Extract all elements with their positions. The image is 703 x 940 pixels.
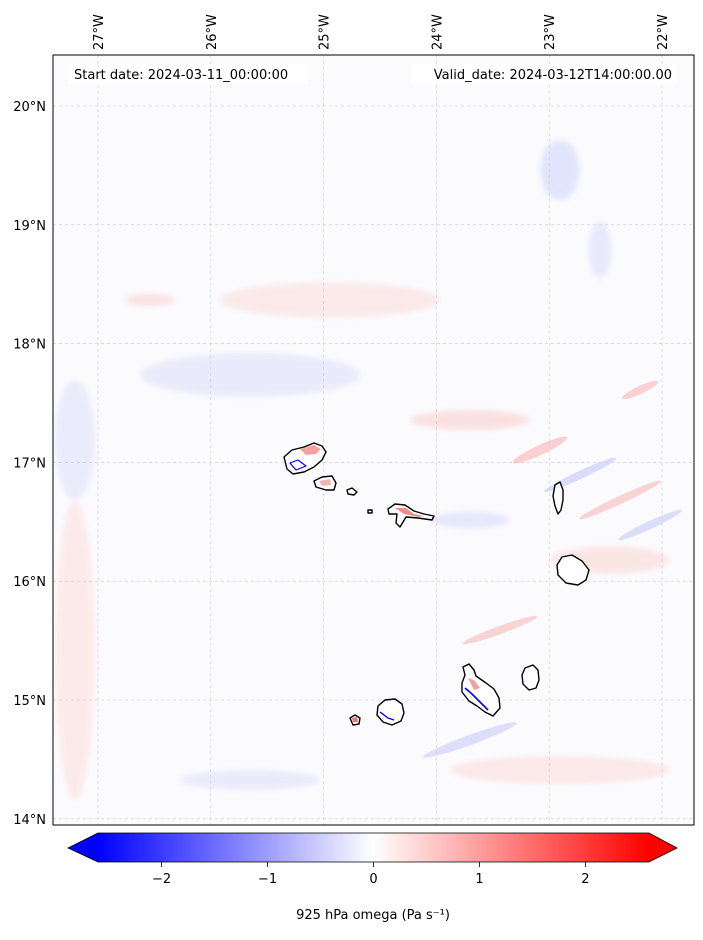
field-wave — [618, 509, 682, 541]
field-wave — [462, 615, 538, 645]
island-santiago — [461, 663, 501, 717]
island-branco — [367, 509, 373, 514]
field-patch — [540, 140, 580, 200]
lat-label: 17°N — [13, 456, 46, 471]
colorbar-tick-label: 0 — [369, 872, 377, 887]
colorbar-tick-label: −2 — [152, 872, 171, 887]
field-patch — [180, 770, 320, 790]
field-patch — [125, 294, 175, 306]
map-panel: Start date: 2024-03-11_00:00:00 Valid_da… — [52, 54, 695, 826]
lat-label: 18°N — [13, 338, 46, 353]
start-date-box — [68, 64, 308, 84]
field-patch — [430, 512, 510, 528]
latitude-labels: 20°N 19°N 18°N 17°N 16°N 15°N 14°N — [13, 100, 46, 828]
field-patch — [588, 222, 612, 278]
lat-label: 15°N — [13, 694, 46, 709]
field-patch — [55, 500, 95, 800]
omega-field — [55, 140, 682, 800]
island-boa-vista — [556, 554, 590, 586]
colorbar-gradient — [98, 833, 649, 862]
lon-label: 25°W — [318, 14, 333, 50]
lon-label: 22°W — [656, 14, 671, 50]
lon-label: 27°W — [92, 14, 107, 50]
colorbar-outline — [67, 832, 678, 863]
islands — [283, 442, 590, 726]
colorbar-extend-min — [68, 833, 98, 862]
lon-label: 23°W — [543, 14, 558, 50]
field-wave — [579, 480, 661, 520]
valid-date-label: Valid_date: 2024-03-12T14:00:00.00 — [434, 68, 672, 83]
island-fogo-blue-area — [379, 711, 395, 721]
colorbar-tick-label: 2 — [581, 872, 589, 887]
colorbar-extend-max — [649, 833, 677, 862]
island-fogo — [376, 698, 405, 726]
colorbar-ticks: −2 −1 0 1 2 — [152, 862, 590, 887]
island-santo-antao-red-area — [300, 445, 321, 455]
lat-label: 20°N — [13, 100, 46, 115]
lat-label: 16°N — [13, 575, 46, 590]
island-sao-vicente-red-area — [319, 479, 331, 486]
field-wave — [512, 436, 568, 464]
colorbar-tick-label: −1 — [258, 872, 277, 887]
colorbar: −2 −1 0 1 2 925 hPa omega (Pa s⁻¹) — [67, 832, 678, 923]
map-frame — [52, 54, 695, 826]
map-background — [53, 55, 694, 825]
lat-label: 14°N — [13, 813, 46, 828]
island-maio — [521, 664, 540, 691]
colorbar-label: 925 hPa omega (Pa s⁻¹) — [296, 908, 450, 923]
field-patch — [220, 282, 440, 318]
field-patch — [55, 380, 95, 500]
island-santiago-red-area — [468, 678, 480, 690]
longitude-labels: 27°W 26°W 25°W 24°W 23°W 22°W — [92, 14, 671, 50]
field-patch — [410, 410, 530, 430]
island-brava-red-area — [352, 717, 358, 722]
lon-label: 24°W — [430, 14, 445, 50]
colorbar-tick-label: 1 — [475, 872, 483, 887]
field-wave — [422, 722, 518, 758]
island-santa-luzia — [346, 487, 358, 496]
field-patch — [450, 756, 670, 784]
island-santiago-blue-area — [464, 687, 489, 711]
lon-label: 26°W — [205, 14, 220, 50]
island-sal — [552, 481, 564, 515]
island-sao-nicolau-red-area — [395, 508, 424, 517]
lat-label: 19°N — [13, 219, 46, 234]
gridlines — [53, 55, 694, 825]
field-patch — [140, 353, 360, 397]
field-wave — [543, 457, 617, 493]
start-date-label: Start date: 2024-03-11_00:00:00 — [74, 68, 288, 83]
island-santo-antao-blue-area — [289, 459, 307, 471]
field-wave — [621, 380, 659, 400]
valid-date-box — [411, 64, 677, 84]
